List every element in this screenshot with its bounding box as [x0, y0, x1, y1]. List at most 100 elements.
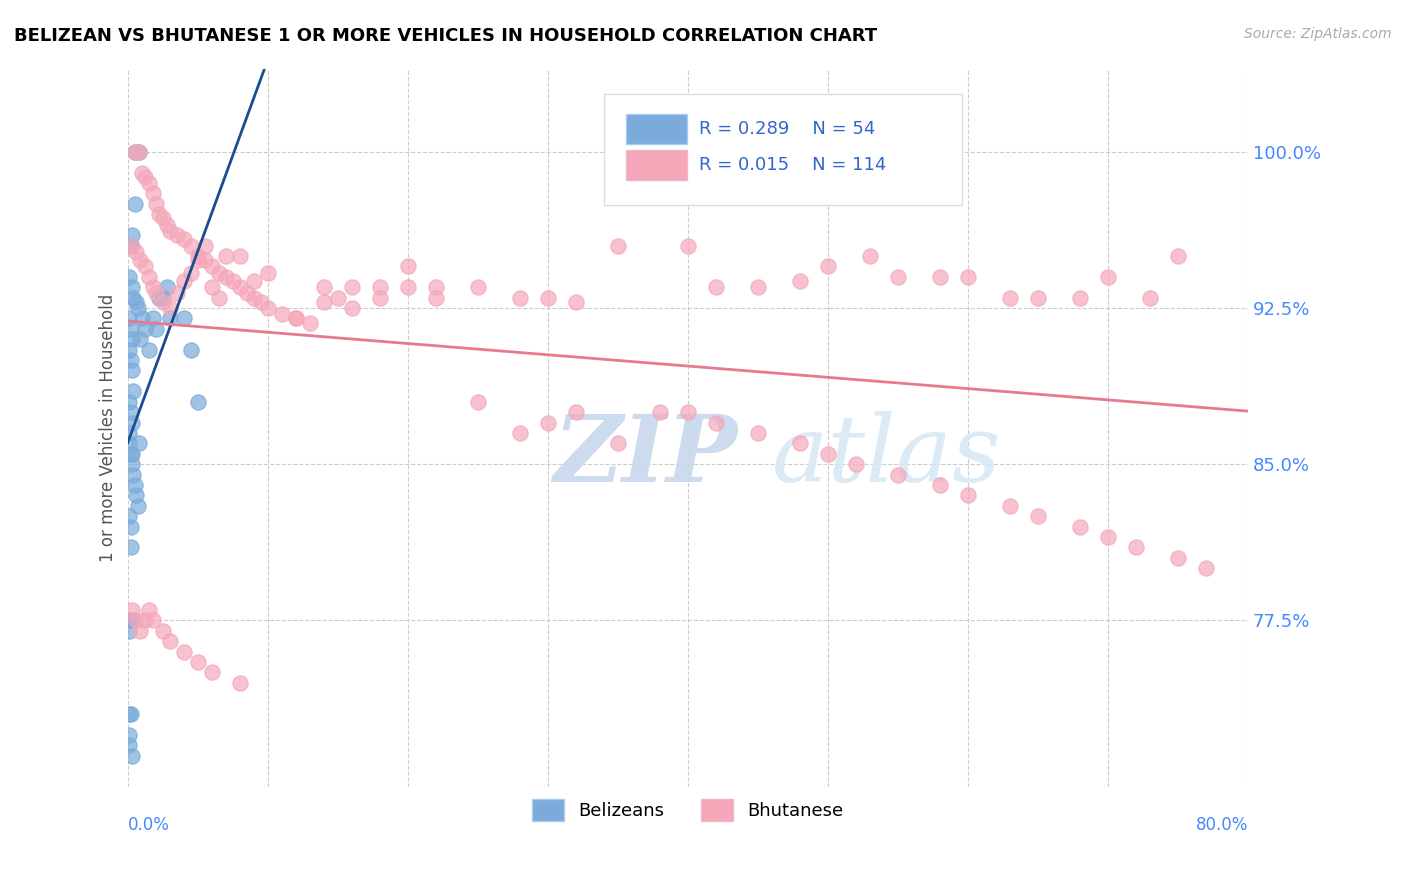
Point	[156, 280, 179, 294]
Point	[270, 307, 292, 321]
Point	[326, 291, 349, 305]
Point	[956, 488, 979, 502]
Point	[747, 280, 769, 294]
Point	[928, 478, 950, 492]
Point	[121, 363, 143, 377]
Point	[284, 311, 307, 326]
Point	[138, 603, 160, 617]
Point	[1167, 550, 1189, 565]
Point	[120, 519, 142, 533]
Point	[152, 291, 174, 305]
Point	[229, 675, 252, 690]
Point	[789, 436, 811, 450]
Point	[1195, 561, 1218, 575]
FancyBboxPatch shape	[626, 150, 686, 180]
Point	[122, 291, 145, 305]
Point	[145, 322, 167, 336]
Point	[565, 405, 588, 419]
Point	[284, 311, 307, 326]
Point	[118, 343, 141, 357]
Point	[129, 332, 152, 346]
Text: Source: ZipAtlas.com: Source: ZipAtlas.com	[1244, 27, 1392, 41]
Point	[131, 311, 153, 326]
Point	[118, 739, 141, 753]
Point	[121, 416, 143, 430]
Point	[1097, 530, 1119, 544]
Point	[208, 266, 231, 280]
Point	[236, 286, 259, 301]
Point	[509, 425, 531, 440]
Point	[243, 274, 266, 288]
Point	[312, 294, 335, 309]
Point	[1026, 291, 1049, 305]
Point	[340, 301, 363, 315]
Point	[156, 218, 179, 232]
Point	[243, 291, 266, 305]
Point	[118, 624, 141, 638]
Point	[124, 478, 146, 492]
Point	[120, 541, 142, 555]
Point	[208, 291, 231, 305]
Point	[148, 207, 170, 221]
Point	[1069, 291, 1091, 305]
Text: BELIZEAN VS BHUTANESE 1 OR MORE VEHICLES IN HOUSEHOLD CORRELATION CHART: BELIZEAN VS BHUTANESE 1 OR MORE VEHICLES…	[14, 27, 877, 45]
Point	[509, 291, 531, 305]
Point	[121, 228, 143, 243]
Point	[201, 280, 224, 294]
Point	[173, 644, 195, 658]
Point	[138, 176, 160, 190]
Point	[121, 332, 143, 346]
Point	[249, 294, 271, 309]
Point	[138, 269, 160, 284]
Point	[467, 280, 489, 294]
Point	[229, 249, 252, 263]
Point	[152, 624, 174, 638]
Point	[148, 291, 170, 305]
Point	[127, 301, 149, 315]
Point	[120, 353, 142, 368]
Point	[138, 343, 160, 357]
Point	[396, 280, 419, 294]
Point	[256, 301, 278, 315]
Point	[124, 197, 146, 211]
Point	[425, 291, 447, 305]
Point	[222, 274, 245, 288]
Point	[187, 253, 209, 268]
Point	[145, 286, 167, 301]
Point	[142, 613, 165, 627]
Legend: Belizeans, Bhutanese: Belizeans, Bhutanese	[524, 792, 851, 828]
Point	[118, 311, 141, 326]
Point	[704, 416, 727, 430]
Point	[789, 274, 811, 288]
Point	[180, 266, 202, 280]
Point	[1097, 269, 1119, 284]
Point	[859, 249, 882, 263]
Point	[129, 624, 152, 638]
Point	[537, 416, 560, 430]
Point	[120, 322, 142, 336]
Point	[142, 186, 165, 201]
Point	[998, 291, 1021, 305]
Point	[121, 603, 143, 617]
Point	[134, 169, 156, 184]
Point	[340, 280, 363, 294]
Point	[121, 280, 143, 294]
Point	[121, 457, 143, 471]
Point	[194, 253, 217, 268]
FancyBboxPatch shape	[603, 94, 962, 205]
Point	[173, 232, 195, 246]
Point	[125, 488, 148, 502]
Point	[467, 394, 489, 409]
Point	[229, 280, 252, 294]
Point	[173, 274, 195, 288]
Text: 80.0%: 80.0%	[1195, 815, 1249, 834]
Point	[127, 499, 149, 513]
Point	[215, 249, 238, 263]
Point	[537, 291, 560, 305]
Point	[1139, 291, 1161, 305]
Point	[128, 145, 150, 159]
Point	[1026, 509, 1049, 524]
Point	[998, 499, 1021, 513]
Point	[134, 613, 156, 627]
Point	[134, 322, 156, 336]
